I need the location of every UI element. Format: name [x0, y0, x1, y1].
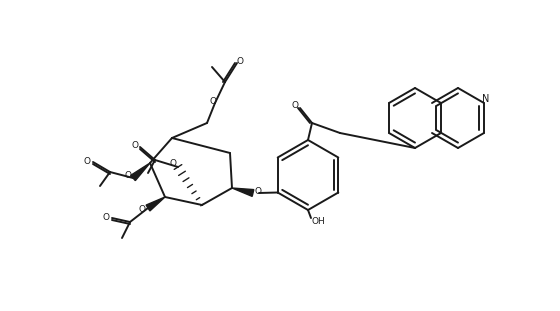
Text: O: O	[138, 206, 146, 215]
Text: O: O	[170, 160, 176, 169]
Text: OH: OH	[311, 217, 325, 226]
Text: O: O	[132, 141, 138, 150]
Text: O: O	[254, 188, 262, 197]
Text: O: O	[102, 213, 110, 222]
Polygon shape	[130, 163, 150, 181]
Text: O: O	[124, 171, 132, 180]
Text: O: O	[292, 100, 298, 109]
Polygon shape	[146, 197, 165, 211]
Polygon shape	[232, 188, 254, 197]
Text: O: O	[236, 57, 244, 66]
Text: N: N	[482, 94, 489, 104]
Text: O: O	[209, 98, 217, 106]
Text: O: O	[83, 157, 91, 166]
